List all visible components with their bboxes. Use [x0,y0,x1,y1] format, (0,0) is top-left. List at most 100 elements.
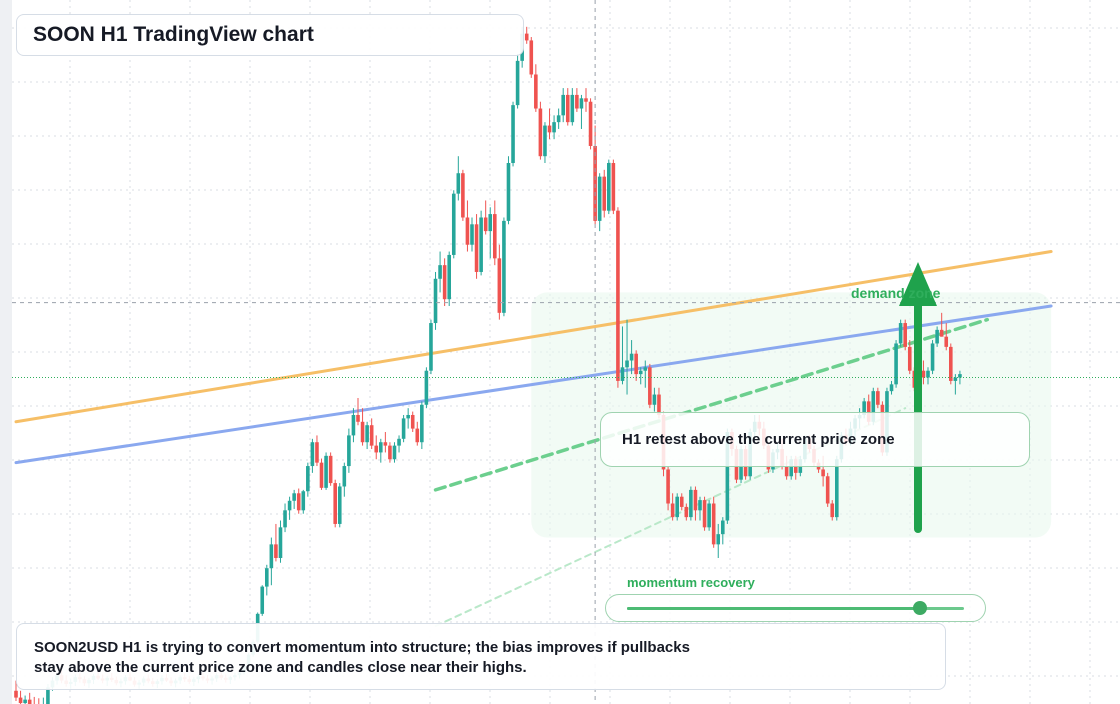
candle [616,207,620,388]
candle [579,94,584,129]
candle [515,54,520,109]
candle [315,435,319,467]
candle [296,488,301,514]
candle-body [894,343,898,385]
candle-body [360,421,365,443]
candle-body [575,94,579,109]
candle [935,326,939,347]
candle-body [524,33,529,41]
candle [953,374,958,395]
candle [479,210,483,276]
candle [324,452,328,490]
candle-body [511,105,515,164]
candle [958,370,962,385]
candle [351,408,356,443]
candle-body [388,445,392,460]
candle-body [383,442,388,446]
candle-body [374,445,379,453]
candle [825,472,830,507]
candle-body [465,217,470,245]
candle-body [675,496,679,518]
momentum-label: momentum recovery [627,575,755,590]
candle-body [287,500,292,511]
candle [301,489,306,514]
candle-body [269,544,274,569]
candle-body [392,445,397,460]
candle-body [565,94,570,123]
candle-body [306,466,310,492]
candle-body [438,265,442,279]
candle-body [461,173,465,218]
candle-body [579,98,584,109]
candle [652,387,657,412]
candle-body [351,414,356,436]
candle [42,697,44,704]
candle-body [347,435,351,467]
up-arrow-head [899,262,937,306]
candle [260,585,265,616]
candle-body [18,697,23,704]
candle [561,88,565,123]
candle-body [784,466,789,477]
candle [949,343,953,385]
candle [283,503,287,533]
candle-body [474,224,479,272]
candle-body [470,224,474,245]
candle [547,108,552,140]
candle-body [14,690,18,698]
candle-body [876,391,880,405]
candle [593,125,597,225]
candle [442,258,447,307]
candle [556,108,561,129]
momentum-knob[interactable] [913,601,928,615]
candle-body [707,503,711,528]
candle [328,452,333,486]
candle-body [406,414,410,419]
candle-body [27,699,32,704]
analysis-note: SOON2USD H1 is trying to convert momentu… [16,623,946,690]
candle-body [643,367,648,371]
candle [506,156,511,225]
candle-body [666,469,670,504]
candle [625,319,629,395]
candle-body [260,586,265,614]
candle [670,493,675,521]
candle-body [607,163,611,211]
candle [461,169,465,221]
candle [534,64,538,112]
candle-body [616,210,620,381]
candle-body [543,125,547,157]
retest-label: H1 retest above the current price zone [622,431,895,448]
candle [38,698,40,704]
retest-callout: H1 retest above the current price zone [600,412,1030,467]
candle [702,496,707,531]
candle-body [889,384,894,392]
candle [379,438,383,463]
candle-body [898,323,903,344]
candle-body [949,346,953,381]
candle-body [456,173,461,194]
candle [269,537,274,586]
candle-body [611,163,616,211]
candle-body [693,489,698,511]
candle [306,462,310,497]
candle [365,421,369,450]
candle [944,323,949,351]
candle [342,462,347,497]
candle-body [424,370,429,405]
candle-body [830,503,835,518]
candle [679,493,684,511]
candle-body [328,455,333,484]
candle [698,496,702,521]
candle-body [493,214,497,259]
candle-body [265,568,269,587]
candle [926,367,930,385]
candle [369,418,374,450]
candle [488,207,493,259]
candle-body [903,323,907,347]
candle [388,442,392,463]
momentum-slider[interactable] [605,594,986,622]
candle-body [333,483,337,524]
candle [693,486,698,521]
candle [721,517,725,545]
